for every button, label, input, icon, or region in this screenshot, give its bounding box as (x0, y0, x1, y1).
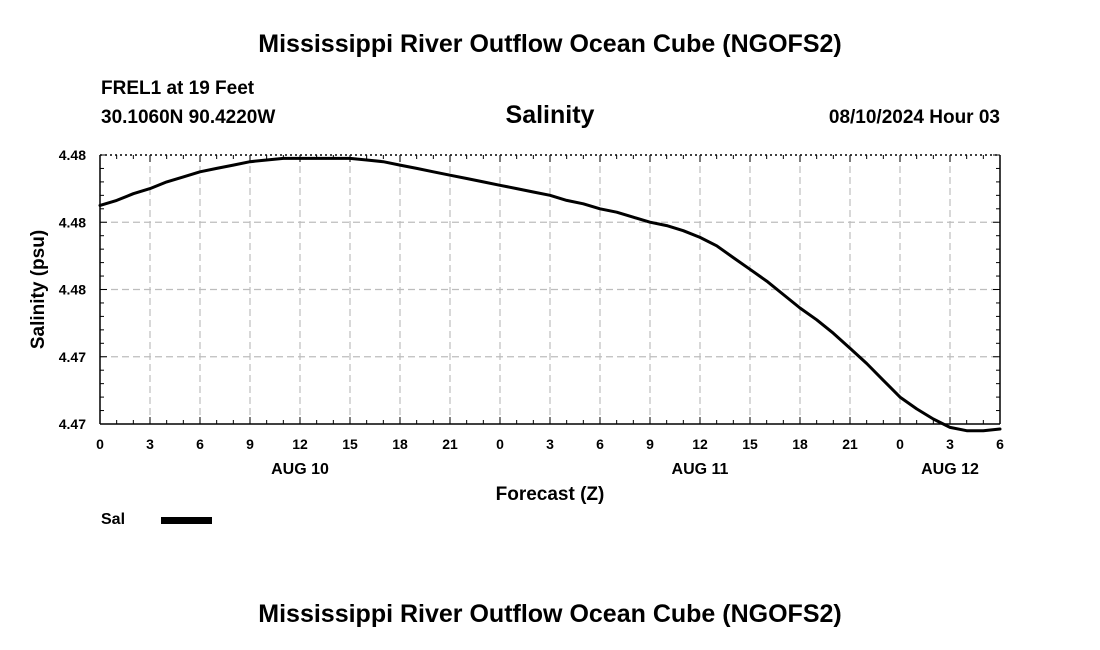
y-tick-label: 4.48 (59, 214, 86, 230)
x-tick-label: 0 (496, 436, 504, 452)
x-tick-label: 15 (342, 436, 358, 452)
x-axis-label: Forecast (Z) (496, 484, 605, 505)
x-tick-label: 21 (842, 436, 858, 452)
x-tick-label: 6 (596, 436, 604, 452)
y-tick-label: 4.47 (59, 349, 86, 365)
date-label: AUG 11 (672, 461, 729, 478)
x-tick-label: 6 (196, 436, 204, 452)
x-tick-label: 9 (246, 436, 254, 452)
x-tick-label: 15 (742, 436, 758, 452)
y-tick-label: 4.48 (59, 282, 86, 298)
legend-label: Sal (101, 511, 126, 528)
series-line-sal (98, 156, 1002, 433)
x-tick-label: 21 (442, 436, 458, 452)
station-label: FREL1 at 19 Feet (101, 78, 255, 99)
x-tick-label: 0 (96, 436, 104, 452)
date-label: AUG 12 (921, 461, 979, 478)
legend-swatch (161, 517, 212, 524)
x-tick-label: 18 (792, 436, 808, 452)
y-axis-label: Salinity (psu) (28, 230, 49, 349)
station-coordinates: 30.1060N 90.4220W (101, 107, 276, 128)
x-tick-label: 6 (996, 436, 1004, 452)
x-tick-label: 12 (692, 436, 708, 452)
x-tick-label: 18 (392, 436, 408, 452)
x-tick-label: 3 (146, 436, 154, 452)
x-tick-label: 0 (896, 436, 904, 452)
date-label: AUG 10 (271, 461, 329, 478)
chart-main-title-repeat: Mississippi River Outflow Ocean Cube (NG… (258, 600, 842, 628)
x-tick-label: 9 (646, 436, 654, 452)
y-tick-label: 4.47 (59, 416, 86, 432)
salinity-chart: 4.47 4.47 4.48 4.48 4.48 0 3 6 9 12 15 18 21 0 3 6 9 12 15… (28, 147, 1004, 505)
x-tick-label: 3 (546, 436, 554, 452)
y-tick-label: 4.48 (59, 147, 86, 163)
chart-subtitle: Salinity (505, 101, 595, 129)
x-tick-label: 12 (292, 436, 308, 452)
chart-main-title: Mississippi River Outflow Ocean Cube (NG… (258, 30, 842, 58)
x-tick-label: 3 (946, 436, 954, 452)
forecast-datetime: 08/10/2024 Hour 03 (828, 107, 1000, 128)
